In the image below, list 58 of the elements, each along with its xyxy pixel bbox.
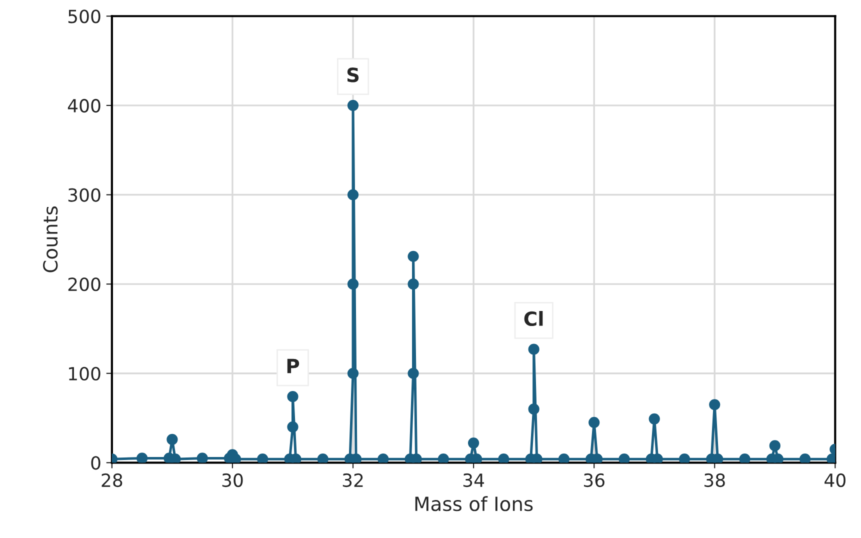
y-axis-title: Counts xyxy=(43,206,58,272)
x-tick-label: 40 xyxy=(824,473,846,488)
x-tick-label: 32 xyxy=(342,473,363,488)
point xyxy=(772,454,784,463)
y-tick-label: 500 xyxy=(68,10,100,24)
point xyxy=(166,434,178,446)
point xyxy=(347,278,359,290)
point xyxy=(196,452,208,463)
point xyxy=(408,278,419,290)
point xyxy=(347,368,359,379)
point xyxy=(652,454,663,463)
x-tick-label: 38 xyxy=(704,473,725,488)
point xyxy=(410,454,422,463)
x-tick-label: 36 xyxy=(584,473,604,488)
point xyxy=(350,454,362,463)
x-tick-label: 28 xyxy=(102,473,122,488)
point xyxy=(230,454,242,463)
point xyxy=(799,454,811,463)
x-tick-label: 34 xyxy=(463,473,484,488)
point xyxy=(378,454,389,463)
point xyxy=(712,454,724,463)
point xyxy=(678,454,690,463)
point xyxy=(558,454,570,463)
point xyxy=(531,454,542,463)
y-tick-label: 300 xyxy=(68,188,100,202)
point xyxy=(290,454,302,463)
point xyxy=(592,454,603,463)
point xyxy=(709,399,720,410)
point xyxy=(739,454,750,463)
x-tick-label: 30 xyxy=(222,473,243,488)
x-axis-title: Mass of Ions xyxy=(415,496,533,512)
point xyxy=(408,250,419,262)
point xyxy=(618,454,630,463)
point xyxy=(347,100,359,112)
point xyxy=(347,189,359,200)
point xyxy=(468,437,480,449)
point xyxy=(528,344,540,355)
point xyxy=(648,413,660,424)
y-tick-label: 100 xyxy=(69,366,100,380)
point xyxy=(257,454,268,463)
point xyxy=(408,368,419,379)
point xyxy=(769,440,780,452)
point xyxy=(170,454,181,463)
annotation: P xyxy=(287,358,300,374)
point xyxy=(287,391,298,402)
point xyxy=(528,404,540,415)
annotation: Cl xyxy=(524,310,543,326)
point xyxy=(498,454,510,463)
point xyxy=(136,452,148,463)
point xyxy=(471,454,482,463)
point xyxy=(588,416,600,428)
annotation: S xyxy=(347,68,359,82)
point xyxy=(438,454,449,463)
point xyxy=(287,421,298,433)
y-tick-label: 200 xyxy=(68,278,100,292)
y-tick-label: 0 xyxy=(91,456,100,470)
point xyxy=(317,454,328,463)
y-tick-label: 400 xyxy=(68,98,100,113)
